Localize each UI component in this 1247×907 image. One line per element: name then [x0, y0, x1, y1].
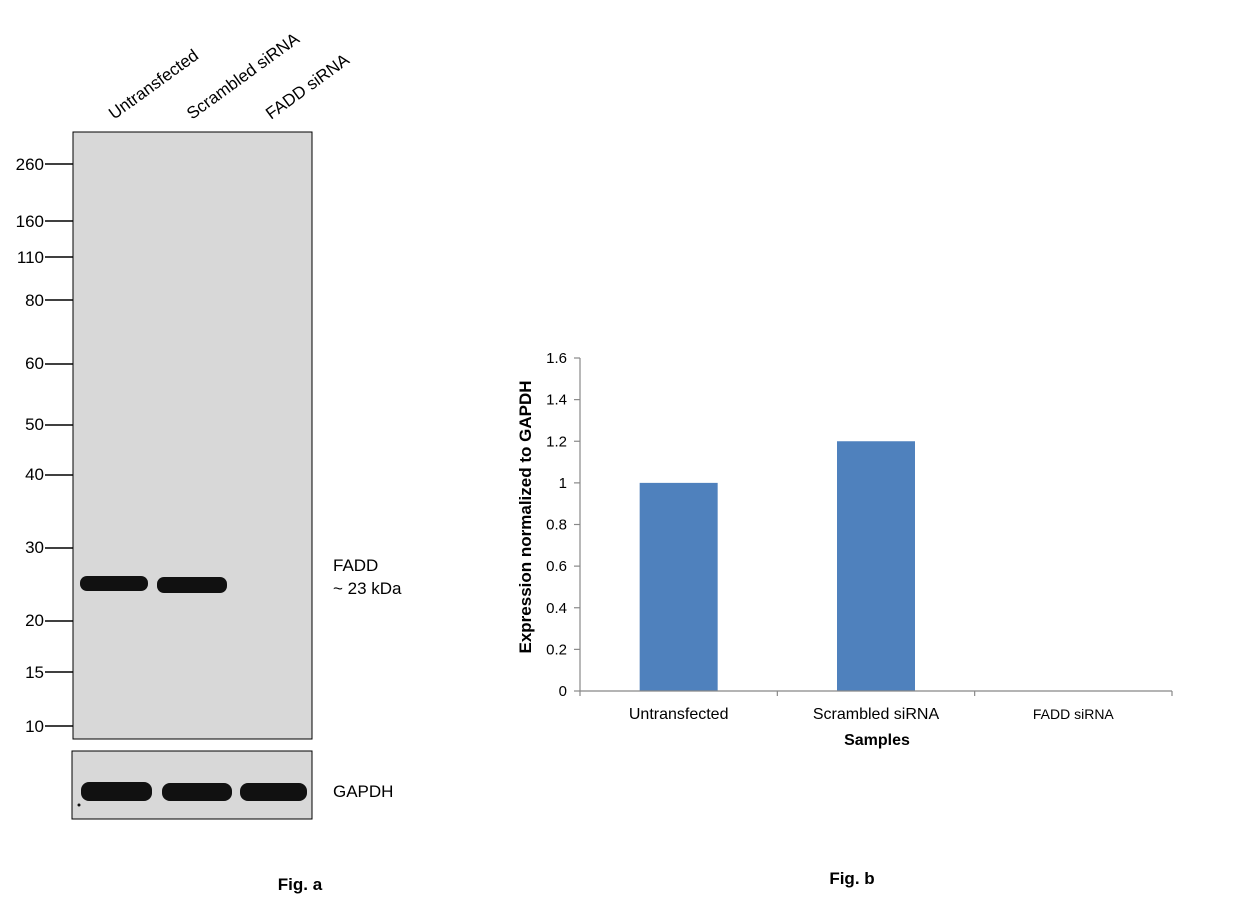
blot-membrane-main [72, 131, 313, 740]
mw-marker-30: 30 [25, 538, 73, 557]
mw-marker-260: 260 [16, 155, 73, 174]
mw-marker-110: 110 [17, 248, 73, 267]
x-category-label: FADD siRNA [1033, 706, 1115, 722]
y-axis-label: Expression normalized to GAPDH [516, 381, 535, 654]
bar-scrambled-sirna [837, 441, 915, 691]
band-label-fadd-size: ~ 23 kDa [333, 579, 402, 598]
y-tick-label: 0 [559, 683, 567, 700]
mw-label: 10 [25, 717, 44, 736]
y-tick-label: 1.4 [546, 392, 567, 409]
x-category-label: Scrambled siRNA [813, 706, 940, 723]
mw-label: 60 [25, 354, 44, 373]
mw-marker-15: 15 [25, 663, 73, 682]
mw-label: 15 [25, 663, 44, 682]
bar-chart-panel: 0 0.2 0.4 0.6 0.8 1 1.2 1.4 1.6 Untransfected Scr… [516, 350, 1173, 888]
mw-marker-10: 10 [25, 717, 73, 736]
bars [639, 441, 915, 691]
mw-marker-20: 20 [25, 611, 73, 630]
mw-label: 30 [25, 538, 44, 557]
figure-a-caption: Fig. a [278, 875, 323, 894]
blot-speck [77, 803, 81, 807]
mw-label: 260 [16, 155, 44, 174]
x-axis-label: Samples [844, 732, 910, 749]
mw-label: 110 [17, 248, 44, 267]
x-axis-tick-marks [579, 691, 1173, 696]
y-tick-label: 0.4 [546, 600, 567, 617]
y-tick-label: 1 [559, 475, 567, 492]
y-axis-ticks: 0 0.2 0.4 0.6 0.8 1 1.2 1.4 1.6 [546, 350, 580, 700]
mw-marker-50: 50 [25, 415, 73, 434]
mw-marker-80: 80 [25, 291, 73, 310]
mw-marker-60: 60 [25, 354, 73, 373]
y-tick-label: 1.2 [546, 433, 567, 450]
band-gapdh-lane-2 [162, 783, 232, 801]
mw-label: 20 [25, 611, 44, 630]
mw-label: 50 [25, 415, 44, 434]
y-tick-label: 0.6 [546, 558, 567, 575]
band-fadd-lane-1 [80, 576, 148, 591]
mw-label: 80 [25, 291, 44, 310]
x-axis-categories: Untransfected Scrambled siRNA FADD siRNA [629, 706, 1115, 723]
mw-marker-160: 160 [16, 212, 73, 231]
mw-marker-40: 40 [25, 465, 73, 484]
band-label-fadd: FADD [333, 556, 378, 575]
western-blot-panel: Untransfected Scrambled siRNA FADD siRNA… [16, 29, 402, 894]
x-category-label: Untransfected [629, 706, 729, 723]
mw-label: 40 [25, 465, 44, 484]
bar-untransfected [639, 482, 718, 691]
band-gapdh-lane-1 [81, 782, 152, 801]
figure-b-caption: Fig. b [829, 869, 874, 888]
band-gapdh-lane-3 [240, 783, 307, 801]
y-tick-label: 0.8 [546, 517, 567, 534]
y-tick-label: 0.2 [546, 641, 567, 658]
y-tick-label: 1.6 [546, 350, 567, 367]
mw-label: 160 [16, 212, 44, 231]
band-fadd-lane-2 [157, 577, 227, 593]
band-label-gapdh: GAPDH [333, 782, 393, 801]
